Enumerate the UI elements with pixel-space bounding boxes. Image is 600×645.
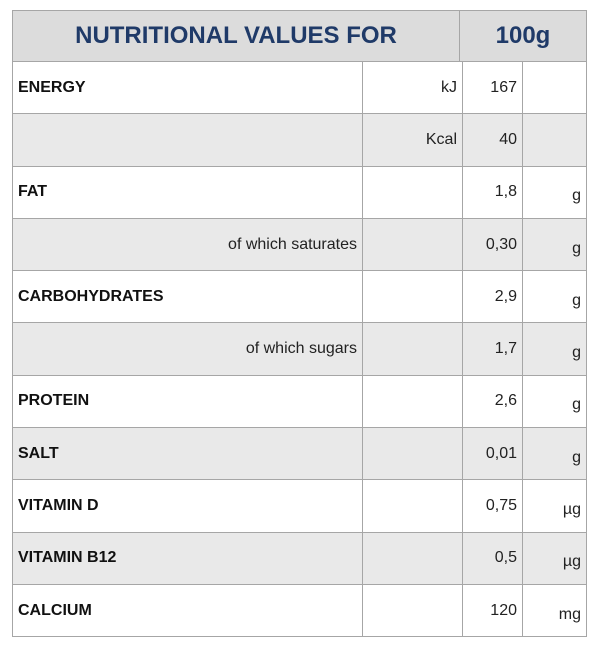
value: 0,30 [463,218,523,271]
measure [363,166,463,218]
nutrient-name: CARBOHYDRATES [13,271,363,323]
measure: Kcal [363,114,463,166]
measure [363,323,463,375]
table-row: CALCIUM 120 mg [12,584,587,638]
table-header: NUTRITIONAL VALUES FOR 100g [12,10,587,62]
nutrient-name: SALT [13,428,363,480]
measure [363,218,463,271]
table-row: VITAMIN B12 0,5 µg [12,532,587,585]
measure [363,375,463,428]
unit [523,62,586,113]
table-row: SALT 0,01 g [12,428,587,481]
unit [523,114,586,165]
table-row: PROTEIN 2,6 g [12,375,587,429]
value: 1,7 [463,323,523,375]
value: 120 [463,584,523,637]
empty-cell [13,114,363,166]
unit: g [572,448,581,466]
measure: kJ [363,62,463,114]
unit: µg [562,501,581,519]
table-row: Kcal 40 [12,114,587,167]
nutrient-name: VITAMIN D [13,480,363,532]
table-row: FAT 1,8 g [12,166,587,219]
table-row: VITAMIN D 0,75 µg [12,480,587,533]
measure [363,480,463,532]
header-amount: 100g [495,22,551,49]
unit: µg [562,553,581,571]
value: 0,75 [463,480,523,532]
unit: g [572,396,581,414]
value: 167 [463,62,523,114]
unit: g [572,187,581,205]
table-row: of which sugars 1,7 g [12,323,587,376]
unit: g [572,344,581,362]
nutrient-detail: of which sugars [13,323,363,375]
measure [363,532,463,584]
measure [363,271,463,323]
table-row: CARBOHYDRATES 2,9 g [12,271,587,324]
value: 1,8 [463,166,523,218]
value: 2,6 [463,375,523,428]
nutrient-name: CALCIUM [13,584,363,637]
measure [363,428,463,480]
nutrient-name: PROTEIN [13,375,363,428]
measure [363,584,463,637]
table-row: ENERGY kJ 167 [12,62,587,115]
nutrient-name: ENERGY [13,62,363,114]
nutrient-detail: of which saturates [13,218,363,271]
unit: mg [558,605,581,623]
unit: g [572,291,581,309]
value: 0,5 [463,532,523,584]
header-title: NUTRITIONAL VALUES FOR [13,11,460,61]
value: 40 [463,114,523,166]
value: 2,9 [463,271,523,323]
nutrient-name: FAT [13,166,363,218]
table-row: of which saturates 0,30 g [12,218,587,272]
nutrition-table: NUTRITIONAL VALUES FOR 100g ENERGY kJ 167 K… [12,10,587,638]
unit: g [572,239,581,257]
nutrient-name: VITAMIN B12 [13,532,363,584]
value: 0,01 [463,428,523,480]
